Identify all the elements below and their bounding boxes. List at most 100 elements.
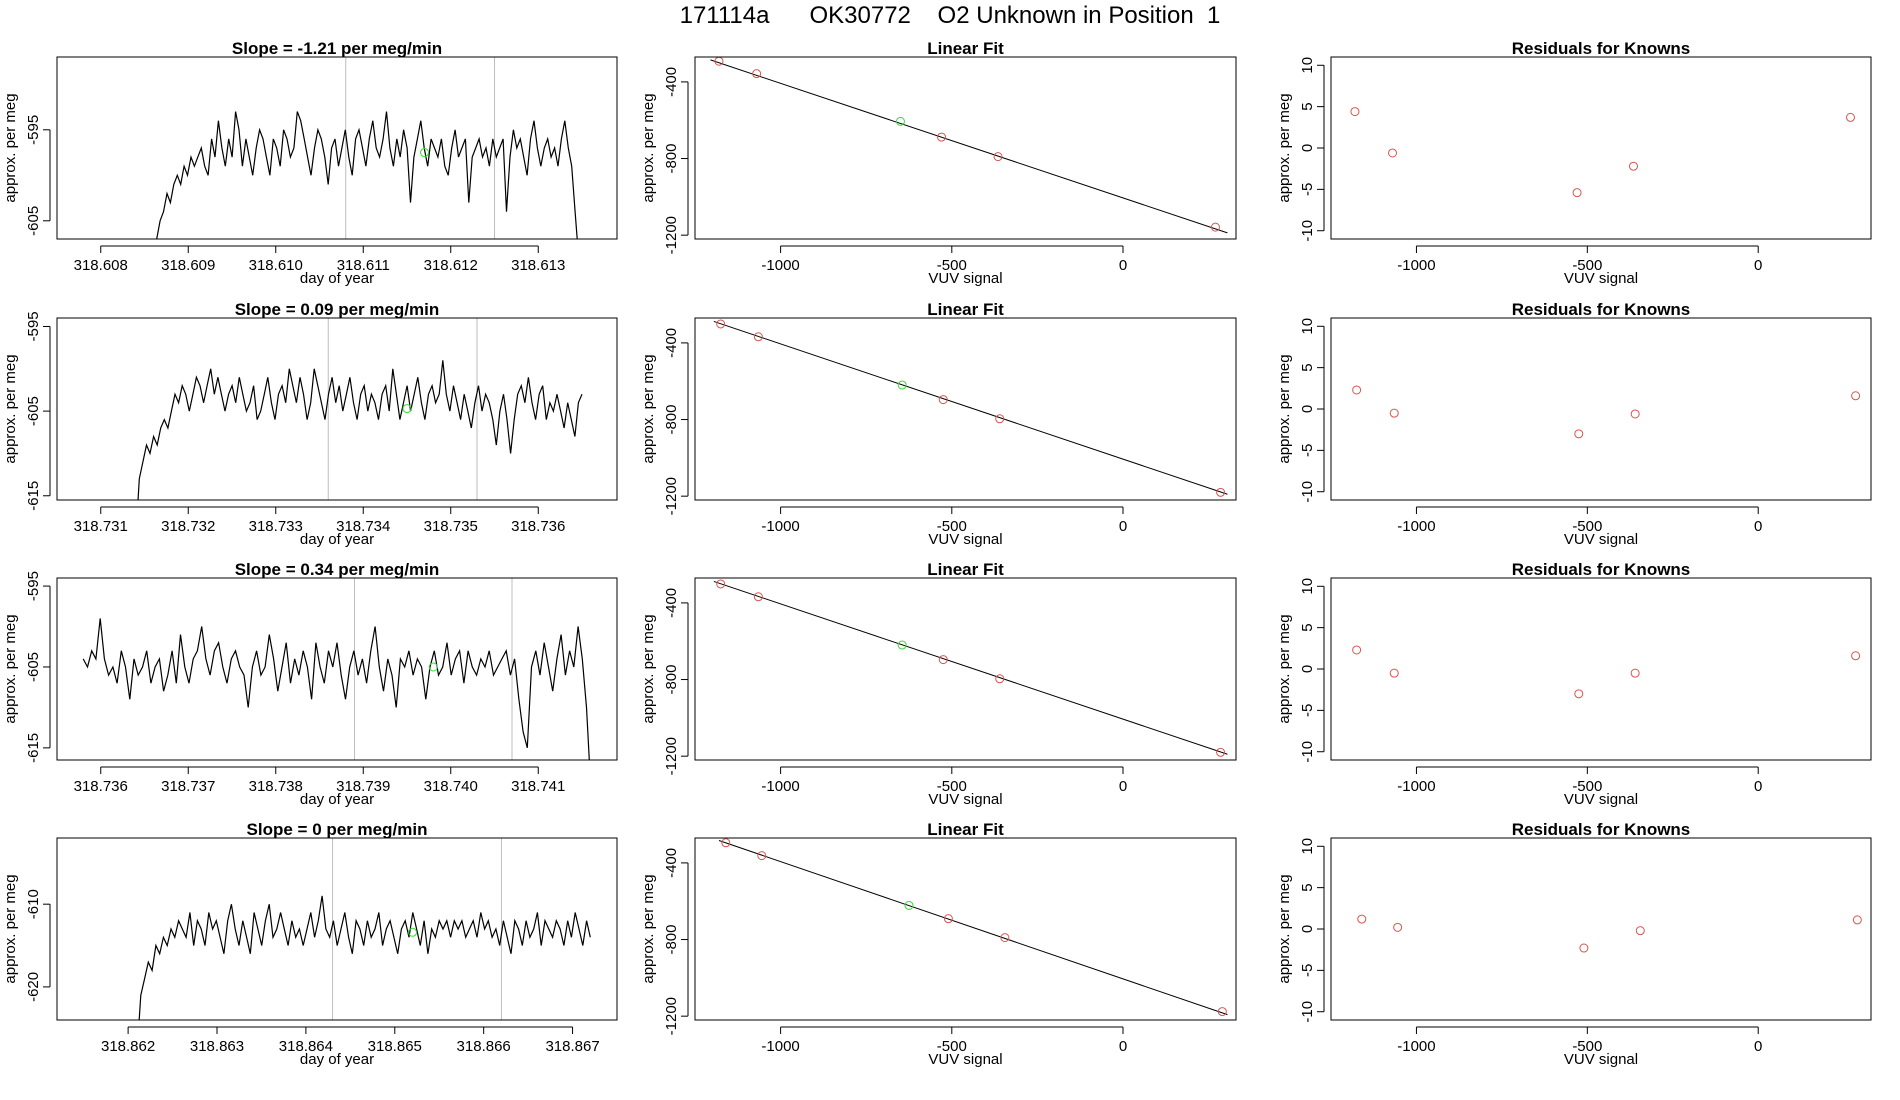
chart-title: Slope = 0.34 per meg/min	[235, 560, 440, 579]
known-point	[716, 319, 726, 329]
known-point	[714, 56, 724, 66]
x-tick-label: -1000	[1397, 518, 1435, 535]
unknown-point	[897, 380, 907, 390]
chart-title: Linear Fit	[927, 300, 1004, 319]
x-tick-label: 0	[1754, 1038, 1762, 1055]
y-tick-label: 5	[1299, 883, 1316, 891]
y-axis-label: approx. per meg	[640, 874, 657, 983]
chart-title: Slope = 0.09 per meg/min	[235, 300, 440, 319]
x-tick-label: -1000	[1397, 1038, 1435, 1055]
y-tick-label: -10	[1299, 1001, 1316, 1023]
known-point	[995, 414, 1005, 424]
known-point	[1216, 487, 1226, 497]
x-tick-label: 0	[1119, 778, 1127, 795]
x-tick-label: 318.608	[74, 257, 128, 274]
x-tick-label: -1000	[761, 1038, 799, 1055]
residual-point	[1851, 391, 1861, 401]
plot-frame	[56, 56, 618, 240]
unknown-point	[402, 404, 412, 414]
x-tick-label: 0	[1119, 1038, 1127, 1055]
known-point	[753, 332, 763, 342]
fit-line	[713, 580, 1228, 755]
plot-frame	[1330, 577, 1872, 761]
y-axis-label: approx. per meg	[2, 354, 19, 463]
x-axis-label: VUV signal	[1564, 1051, 1638, 1068]
y-tick-label: -615	[25, 733, 42, 763]
x-tick-label: -500	[937, 778, 967, 795]
x-tick-label: 318.609	[161, 257, 215, 274]
chart-title: Residuals for Knowns	[1512, 820, 1691, 839]
chart-title: Residuals for Knowns	[1512, 300, 1691, 319]
y-axis-label: approx. per meg	[2, 874, 19, 983]
plot-frame	[1330, 56, 1872, 240]
x-tick-label: 318.863	[190, 1038, 244, 1055]
known-point	[995, 674, 1005, 684]
page-title: 171114a OK30772 O2 Unknown in Position 1	[679, 2, 1221, 29]
x-tick-label: 0	[1119, 257, 1127, 274]
x-tick-label: 0	[1754, 257, 1762, 274]
y-tick-label: 0	[1299, 405, 1316, 413]
residual-point	[1388, 148, 1398, 158]
y-tick-label: 10	[1299, 838, 1316, 855]
series-line	[156, 111, 578, 239]
x-tick-label: -500	[937, 257, 967, 274]
x-tick-label: 318.741	[511, 778, 565, 795]
chart-title: Linear Fit	[927, 560, 1004, 579]
x-tick-label: -500	[1572, 1038, 1602, 1055]
y-tick-label: -800	[663, 925, 680, 955]
residual-point	[1352, 645, 1362, 655]
y-axis-label: approx. per meg	[1276, 354, 1293, 463]
x-tick-label: 318.867	[545, 1038, 599, 1055]
x-axis-label: VUV signal	[1564, 791, 1638, 808]
known-point	[757, 851, 767, 861]
chart-title: Slope = 0 per meg/min	[247, 820, 428, 839]
y-tick-label: -400	[663, 67, 680, 97]
y-axis-label: approx. per meg	[640, 93, 657, 202]
x-tick-label: 318.866	[457, 1038, 511, 1055]
chart-title: Linear Fit	[927, 39, 1004, 58]
x-axis-label: VUV signal	[928, 1051, 1002, 1068]
x-tick-label: 318.736	[511, 518, 565, 535]
chart-panel-9: -1000 -500 0 10 5 0 -5 -10 Residuals for Knowns V…	[1276, 560, 1872, 808]
x-tick-label: -500	[937, 1038, 967, 1055]
residual-point	[1630, 668, 1640, 678]
y-tick-label: -1200	[663, 216, 680, 254]
known-point	[752, 69, 762, 79]
y-tick-label: -605	[25, 396, 42, 426]
x-tick-label: 318.733	[249, 518, 303, 535]
residual-point	[1852, 915, 1862, 925]
known-point	[943, 914, 953, 924]
x-tick-label: 318.611	[337, 257, 390, 274]
y-tick-label: -620	[25, 972, 42, 1002]
x-tick-label: 318.865	[368, 1038, 422, 1055]
y-tick-label: 10	[1299, 578, 1316, 595]
residual-point	[1350, 107, 1360, 117]
chart-panel-1: 318.608 318.609 318.610 318.611 318.612 318.6…	[2, 39, 618, 287]
residual-point	[1352, 385, 1362, 395]
x-tick-label: 318.732	[161, 518, 215, 535]
chart-panel-11: -1000 -500 0 -400 -800 -1200 Linear Fit VUV sig…	[640, 820, 1237, 1068]
chart-panel-6: -1000 -500 0 10 5 0 -5 -10 Residuals for Knowns V…	[1276, 300, 1872, 548]
chart-panel-8: -1000 -500 0 -400 -800 -1200 Linear Fit VUV sig…	[640, 560, 1237, 808]
y-tick-label: -1200	[663, 477, 680, 515]
unknown-point	[897, 640, 907, 650]
x-tick-label: 318.740	[424, 778, 478, 795]
x-tick-label: -500	[937, 518, 967, 535]
unknown-point	[408, 927, 418, 937]
residual-point	[1572, 188, 1582, 198]
y-tick-label: 10	[1299, 318, 1316, 335]
y-tick-label: -400	[663, 588, 680, 618]
y-axis-label: approx. per meg	[640, 614, 657, 723]
residual-point	[1393, 922, 1403, 932]
fit-line	[718, 840, 1228, 1016]
x-tick-label: 0	[1119, 518, 1127, 535]
known-point	[716, 579, 726, 589]
chart-panel-4: 318.731 318.732 318.733 318.734 318.735 318.7…	[2, 300, 618, 548]
x-tick-label: 318.735	[424, 518, 478, 535]
residual-point	[1389, 668, 1399, 678]
y-tick-label: -1200	[663, 997, 680, 1035]
plot-frame	[694, 317, 1237, 501]
x-axis-label: VUV signal	[928, 270, 1002, 287]
y-tick-label: 0	[1299, 925, 1316, 933]
